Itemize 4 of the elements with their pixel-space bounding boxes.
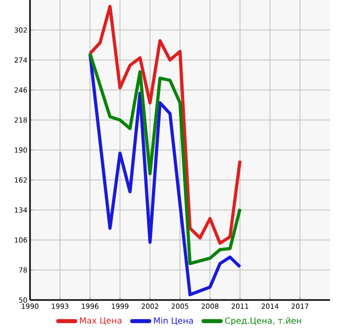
line-series [88,4,242,245]
legend-label: Min Цена [154,317,193,325]
legend-label: Сред.Цена, т.йен [225,317,301,326]
legend-label: Max Цена [80,317,122,325]
